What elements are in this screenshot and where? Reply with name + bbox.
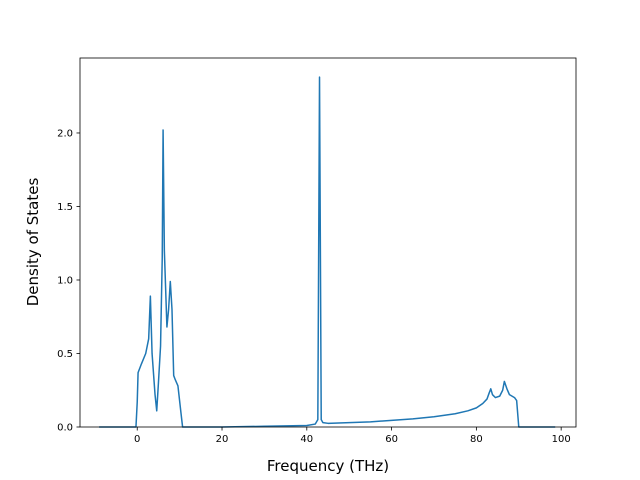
y-tick-label: 1.0: [57, 275, 73, 286]
x-tick-label: 20: [216, 434, 229, 445]
dos-series-line: [99, 76, 556, 428]
y-tick-label: 0.0: [57, 423, 73, 434]
y-axis-label: Density of States: [24, 178, 42, 307]
x-tick-label: 0: [134, 434, 140, 445]
x-tick-label: 60: [385, 434, 398, 445]
plot-area: [99, 76, 556, 428]
x-axis-label: Frequency (THz): [267, 457, 389, 475]
x-tick-label: 40: [300, 434, 313, 445]
x-tick-label: 100: [552, 434, 571, 445]
y-tick-label: 0.5: [57, 349, 73, 360]
y-tick-label: 1.5: [57, 202, 73, 213]
plot-frame: [79, 57, 577, 428]
x-tick-label: 80: [470, 434, 483, 445]
y-axis: 0.0 0.5 1.0 1.5 2.0: [57, 128, 80, 434]
x-axis: 0 20 40 60 80 100: [134, 427, 571, 445]
y-tick-label: 2.0: [57, 128, 73, 139]
